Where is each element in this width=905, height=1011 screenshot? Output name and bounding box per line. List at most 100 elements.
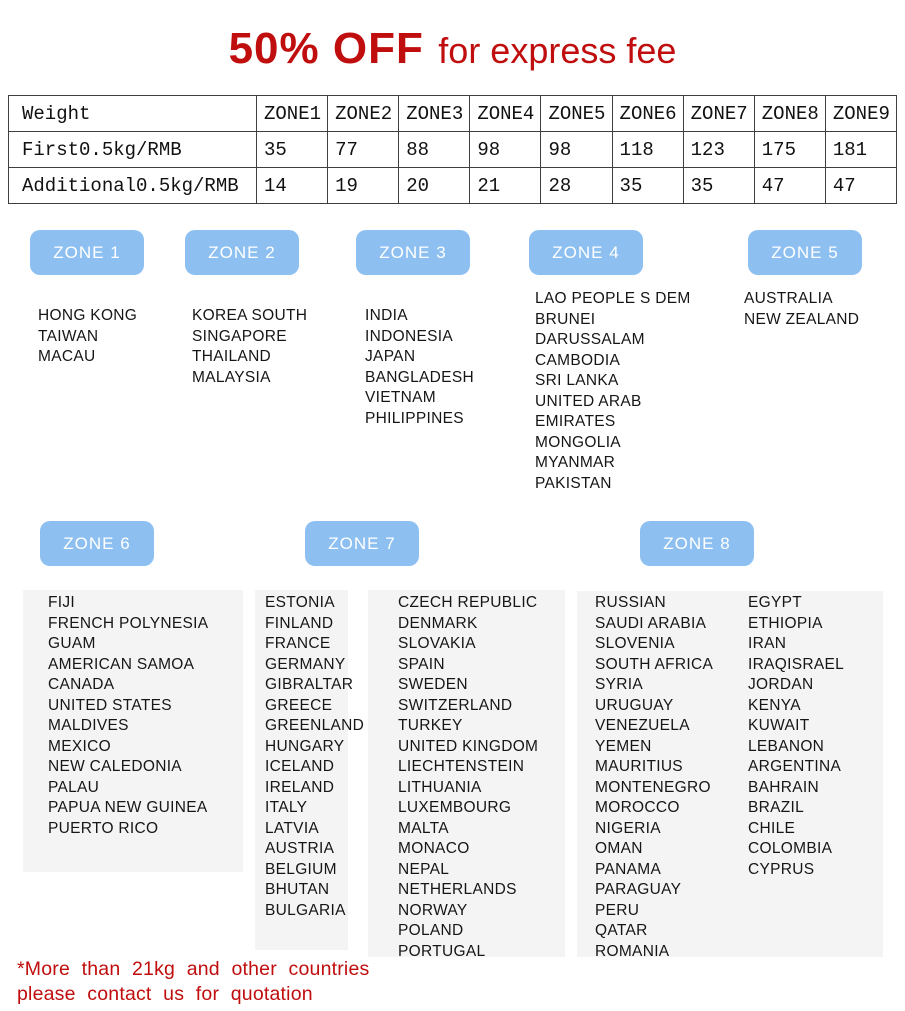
country-item: MEXICO <box>48 737 111 755</box>
zone-6-panel <box>23 590 243 872</box>
country-item: MYANMAR <box>535 454 616 471</box>
zone-1-button[interactable]: ZONE 1 <box>30 230 144 275</box>
country-item: ETHIOPIA <box>748 614 823 632</box>
zone-7-panel-left <box>255 590 348 950</box>
country-item: MALDIVES <box>48 717 129 734</box>
zone-7-panel-right <box>368 590 565 957</box>
country-item: NORWAY <box>398 901 468 919</box>
rate-value-cell: 14 <box>255 167 329 204</box>
country-item: GREECE <box>265 696 333 714</box>
zone-5-button[interactable]: ZONE 5 <box>748 230 862 275</box>
country-item: SINGAPORE <box>192 327 287 345</box>
country-item: NETHERLANDS <box>398 881 517 898</box>
country-item: TAIWAN <box>38 327 99 345</box>
zone-6-button[interactable]: ZONE 6 <box>40 521 154 566</box>
country-item: SWITZERLAND <box>398 696 513 714</box>
zone-4-country-list: LAO PEOPLE S DEM BRUNEI DARUSSALAM CAMBODIA… <box>535 289 691 494</box>
rate-value-cell: 35 <box>682 167 755 204</box>
country-item: NEW CALEDONIA <box>48 758 182 775</box>
country-item: BRAZIL <box>748 799 805 816</box>
country-item: NEW ZEALAND <box>744 310 860 328</box>
country-item: JORDAN <box>748 676 814 693</box>
country-item: BELGIUM <box>265 860 337 878</box>
zone-7-button-label: ZONE 7 <box>328 533 396 553</box>
rate-value-cell: 47 <box>753 167 826 204</box>
country-item: PORTUGAL <box>398 942 486 960</box>
country-item: FRANCE <box>265 635 331 652</box>
country-item: LEBANON <box>748 737 825 755</box>
shipping-rate-table: Weight ZONE1 ZONE2 ZONE3 ZONE4 ZONE5 ZONE6 ZONE… <box>8 95 898 204</box>
zone-3-button-label: ZONE 3 <box>379 242 447 262</box>
country-item: MAURITIUS <box>595 758 683 775</box>
zone-2-button[interactable]: ZONE 2 <box>185 230 299 275</box>
zone-8-country-list-left: RUSSIAN SAUDI ARABIA SLOVENIA SOUTH AFRICA S… <box>595 593 713 962</box>
country-item: SLOVENIA <box>595 635 675 652</box>
title-rest-text: for express fee <box>438 30 677 71</box>
rate-value-cell: 47 <box>824 167 898 204</box>
zone-5-country-list: AUSTRALIA NEW ZEALAND <box>744 289 859 330</box>
country-item: LIECHTENSTEIN <box>398 758 525 775</box>
rate-value-cell: 21 <box>469 167 542 204</box>
rate-row: Additional0.5kg/RMB 14 19 20 21 28 35 35 47 47 <box>8 167 898 204</box>
country-item: OMAN <box>595 840 643 857</box>
zone-4-button[interactable]: ZONE 4 <box>529 230 643 275</box>
country-item: PAPUA NEW GUINEA <box>48 799 208 816</box>
country-item: SLOVAKIA <box>398 635 476 652</box>
country-item: YEMEN <box>595 737 652 755</box>
zone-7-country-list-left: ESTONIA FINLAND FRANCE GERMANY GIBRALTAR GREE… <box>265 593 364 921</box>
zone-6-country-list: FIJI FRENCH POLYNESIA GUAM AMERICAN SAMOA CA… <box>48 593 208 839</box>
country-item: VENEZUELA <box>595 717 690 734</box>
zone-header-cell: ZONE8 <box>753 95 826 132</box>
zone-7-button[interactable]: ZONE 7 <box>305 521 419 566</box>
rate-value-cell: 35 <box>611 167 684 204</box>
country-item: UNITED ARAB <box>535 392 642 410</box>
country-item: ICELAND <box>265 758 335 775</box>
country-item: ARGENTINA <box>748 758 842 775</box>
country-item: AUSTRALIA <box>744 290 833 307</box>
country-item: MONGOLIA <box>535 433 621 451</box>
country-item: RUSSIAN <box>595 594 667 611</box>
country-item: BHUTAN <box>265 881 330 898</box>
zone-6-button-label: ZONE 6 <box>63 533 131 553</box>
country-item: MONACO <box>398 840 470 857</box>
country-item: FINLAND <box>265 614 334 632</box>
rate-row: First0.5kg/RMB 35 77 88 98 98 118 123 175 181 <box>8 131 898 168</box>
country-item: ROMANIA <box>595 942 670 960</box>
zone-8-button-label: ZONE 8 <box>663 533 731 553</box>
rate-table-body: Weight ZONE1 ZONE2 ZONE3 ZONE4 ZONE5 ZONE6 ZONE… <box>8 95 898 204</box>
country-item: DENMARK <box>398 614 478 632</box>
zone-header-cell: ZONE3 <box>398 95 471 132</box>
country-item: AUSTRIA <box>265 840 335 857</box>
country-item: KENYA <box>748 696 801 714</box>
country-item: KOREA SOUTH <box>192 307 308 324</box>
rate-row-label: Additional0.5kg/RMB <box>8 167 257 204</box>
zone-3-button[interactable]: ZONE 3 <box>356 230 470 275</box>
country-item: PALAU <box>48 778 100 796</box>
country-item: GREENLAND <box>265 717 365 734</box>
country-item: FIJI <box>48 594 76 611</box>
zone-8-button[interactable]: ZONE 8 <box>640 521 754 566</box>
country-item: FRENCH POLYNESIA <box>48 614 209 632</box>
zone-2-country-list: KOREA SOUTH SINGAPORE THAILAND MALAYSIA <box>192 306 307 388</box>
rate-value-cell: 77 <box>327 131 400 168</box>
country-item: EMIRATES <box>535 413 616 430</box>
zone-header-cell: ZONE9 <box>824 95 898 132</box>
country-item: CYPRUS <box>748 860 815 878</box>
country-item: IRELAND <box>265 778 335 796</box>
rate-value-cell: 98 <box>469 131 542 168</box>
country-item: AMERICAN SAMOA <box>48 655 195 673</box>
country-item: SRI LANKA <box>535 372 619 389</box>
country-item: NEPAL <box>398 860 450 878</box>
country-item: TURKEY <box>398 717 463 734</box>
rate-value-cell: 118 <box>611 131 684 168</box>
zone-8-panel <box>577 591 883 957</box>
country-item: MONTENEGRO <box>595 778 711 796</box>
zone-header-cell: ZONE1 <box>255 95 329 132</box>
country-item: PANAMA <box>595 860 662 878</box>
country-item: LAO PEOPLE S DEM <box>535 290 691 307</box>
country-item: PERU <box>595 901 640 919</box>
country-item: GUAM <box>48 635 96 652</box>
country-item: MALAYSIA <box>192 368 271 386</box>
country-item: BRUNEI <box>535 310 596 328</box>
